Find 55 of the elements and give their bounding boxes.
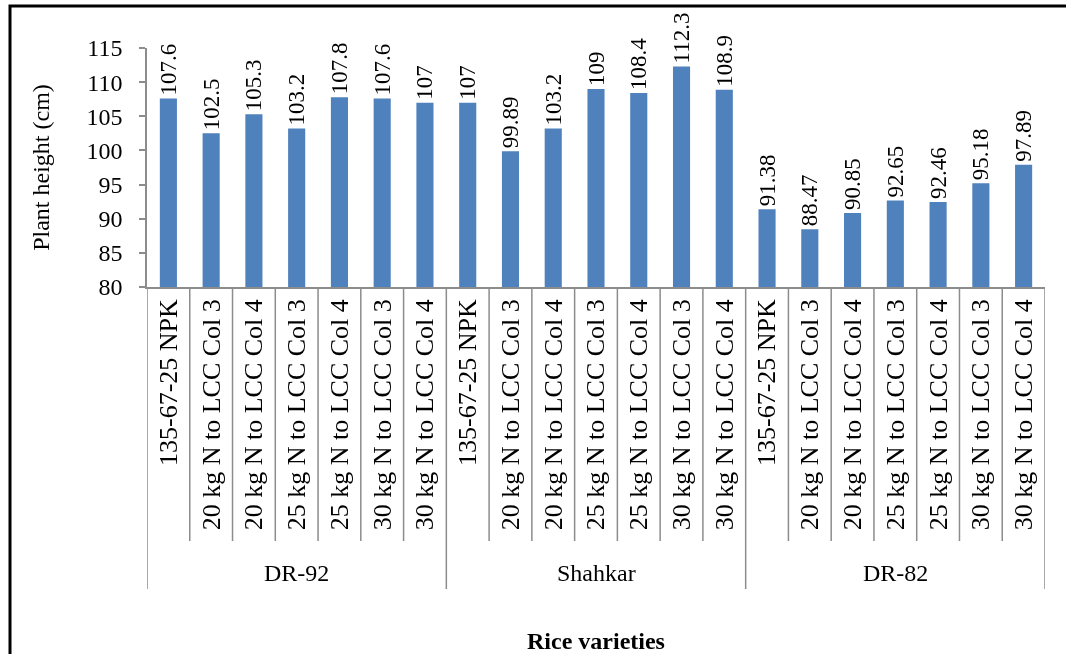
y-tick-label: 95: [98, 171, 123, 198]
x-tick-label: 20 kg N to LCC Col 4: [838, 299, 868, 531]
y-tick-label: 90: [98, 206, 123, 233]
x-tick-label: 30 kg N to LCC Col 3: [367, 299, 397, 531]
text: DR-92: [264, 560, 330, 586]
data-label: 107: [412, 65, 438, 100]
data-label: 90.85: [840, 158, 866, 210]
data-label: 99.89: [497, 96, 523, 149]
text: Shahkar: [557, 560, 636, 586]
x-axis-title: Rice varieties: [527, 628, 665, 654]
data-label: 112.3: [669, 12, 695, 64]
x-tick-label: 135-67-25 NPK: [453, 298, 483, 466]
x-tick-label: 30 kg N to LCC Col 3: [966, 299, 996, 531]
data-label: 107.8: [326, 42, 352, 95]
text: DR-82: [863, 560, 929, 586]
x-tick-label: 30 kg N to LCC Col 4: [709, 299, 739, 531]
x-tick-label: 25 kg N to LCC Col 3: [282, 299, 312, 531]
y-axis-title: Plant height (cm): [28, 84, 55, 251]
data-label: 105.3: [241, 59, 267, 112]
y-tick-label: 100: [86, 137, 123, 164]
data-label: 108.4: [626, 37, 652, 91]
data-label: 103.2: [540, 73, 566, 126]
x-tick-label: 20 kg N to LCC Col 4: [538, 299, 568, 531]
x-tick-label: 30 kg N to LCC Col 4: [410, 299, 440, 531]
x-tick-label: 20 kg N to LCC Col 4: [239, 299, 269, 531]
x-tick-label: 135-67-25 NPK: [153, 298, 183, 466]
data-label: 108.9: [711, 34, 737, 87]
data-label: 97.89: [1011, 110, 1037, 162]
data-label: 107: [455, 65, 481, 100]
data-label: 92.46: [925, 147, 951, 199]
x-tick-label: 25 kg N to LCC Col 4: [923, 299, 953, 531]
data-label: 102.5: [198, 78, 224, 131]
data-label: 107.6: [369, 43, 395, 96]
x-tick-label: 25 kg N to LCC Col 4: [624, 299, 654, 531]
data-label: 92.65: [882, 145, 908, 198]
y-tick-label: 105: [86, 103, 123, 130]
x-tick-label: 25 kg N to LCC Col 3: [880, 299, 910, 531]
data-label: 103.2: [284, 73, 310, 126]
x-tick-label: 25 kg N to LCC Col 3: [581, 299, 611, 531]
x-tick-label: 25 kg N to LCC Col 4: [324, 299, 354, 531]
x-tick-label: 20 kg N to LCC Col 3: [495, 299, 525, 531]
x-tick-label: 135-67-25 NPK: [752, 298, 782, 466]
data-label: 95.18: [968, 128, 994, 181]
x-tick-label: 20 kg N to LCC Col 3: [795, 299, 825, 531]
data-label: 109: [583, 51, 609, 86]
y-tick-label: 110: [87, 69, 123, 96]
x-tick-label: 30 kg N to LCC Col 3: [666, 299, 696, 531]
x-tick-label: 30 kg N to LCC Col 4: [1009, 299, 1039, 531]
x-tick-label: 20 kg N to LCC Col 3: [196, 299, 226, 531]
y-tick-label: 85: [98, 240, 123, 267]
y-tick-label: 80: [98, 274, 123, 301]
data-label: 88.47: [797, 174, 823, 227]
data-label: 91.38: [754, 154, 780, 207]
y-tick-label: 115: [87, 35, 123, 62]
data-label: 107.6: [155, 43, 181, 96]
